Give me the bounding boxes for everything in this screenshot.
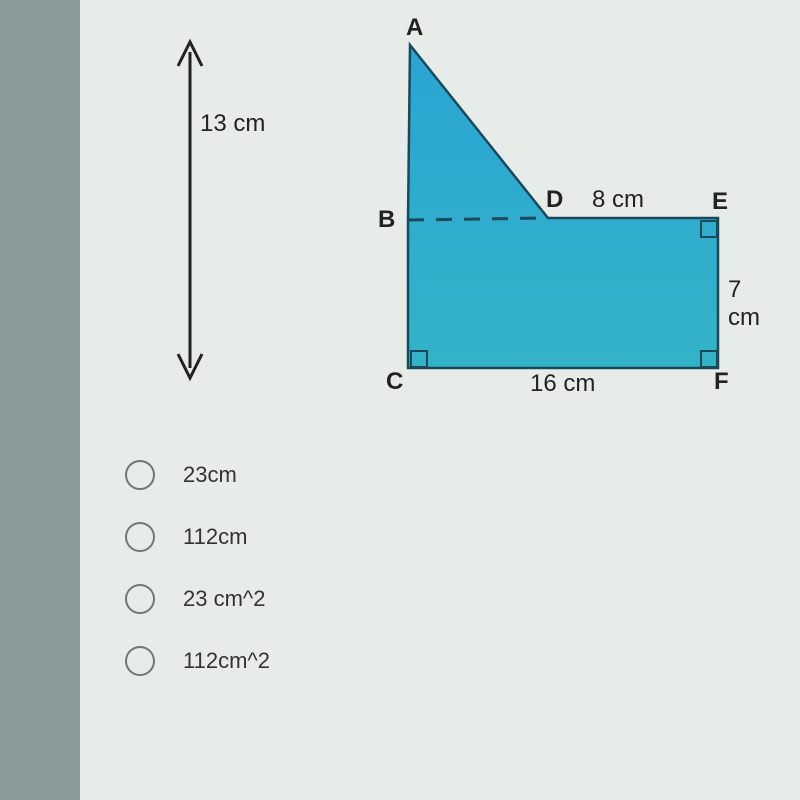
radio-icon [125, 522, 155, 552]
vertex-E: E [712, 188, 728, 216]
answer-options: 23cm 112cm 23 cm^2 112cm^2 [125, 460, 270, 708]
right-angle-F [700, 350, 718, 368]
vertex-D: D [546, 186, 563, 214]
option-4[interactable]: 112cm^2 [125, 646, 270, 676]
figure-svg [130, 20, 750, 420]
option-label: 23 cm^2 [183, 586, 265, 612]
right-angle-E [700, 220, 718, 238]
option-label: 23cm [183, 462, 237, 488]
radio-icon [125, 460, 155, 490]
vertex-B: B [378, 206, 395, 234]
vertex-A: A [406, 14, 423, 42]
option-label: 112cm^2 [183, 648, 270, 674]
vertex-C: C [386, 368, 403, 396]
vertex-F: F [714, 368, 729, 396]
option-1[interactable]: 23cm [125, 460, 270, 490]
measure-16cm: 16 cm [530, 370, 595, 398]
measure-7cm: 7 cm [728, 276, 760, 332]
option-label: 112cm [183, 524, 247, 550]
right-angle-C [410, 350, 428, 368]
measure-8cm: 8 cm [592, 186, 644, 214]
measure-13cm: 13 cm [200, 110, 265, 138]
radio-icon [125, 584, 155, 614]
option-3[interactable]: 23 cm^2 [125, 584, 270, 614]
option-2[interactable]: 112cm [125, 522, 270, 552]
radio-icon [125, 646, 155, 676]
geometry-diagram: A B C D E F 13 cm 8 cm 7 cm 16 cm [130, 20, 690, 420]
